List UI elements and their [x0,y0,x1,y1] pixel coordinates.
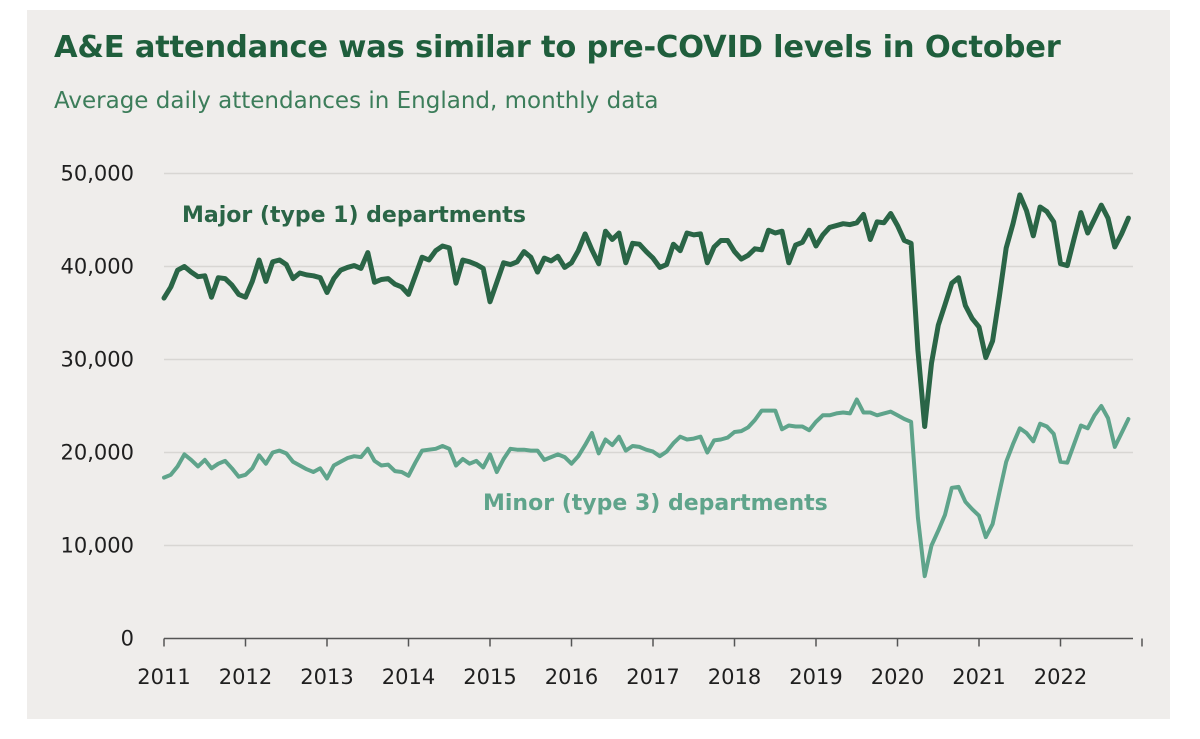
gridlines [164,172,1133,547]
chart-title: A&E attendance was similar to pre-COVID … [54,30,1061,65]
y-tick-label: 50,000 [61,162,134,186]
x-axis: 2011 2012 2013 2014 2015 2016 2017 2018 2019 2020… [137,637,1143,689]
x-tick-label: 2011 [137,665,190,689]
x-tick-label: 2021 [952,665,1005,689]
y-tick-label: 10,000 [61,534,134,558]
x-tick-label: 2022 [1034,665,1087,689]
chart-subtitle: Average daily attendances in England, mo… [54,88,659,114]
x-tick-label: 2015 [463,665,516,689]
y-tick-label: 40,000 [61,255,134,279]
x-tick-label: 2017 [626,665,679,689]
chart-card [27,10,1170,719]
x-tick-label: 2020 [871,665,924,689]
x-tick-label: 2018 [708,665,761,689]
x-tick-label: 2019 [789,665,842,689]
x-tick-label: 2013 [300,665,353,689]
y-axis: 0 10,000 20,000 30,000 40,000 50,000 [61,162,134,651]
series-line-major [161,192,1131,429]
x-tick-label: 2014 [382,665,435,689]
series-lines [161,192,1131,579]
y-tick-label: 0 [121,627,134,651]
y-tick-label: 30,000 [61,348,134,372]
y-tick-label: 20,000 [61,441,134,465]
series-label-minor: Minor (type 3) departments [483,491,828,516]
series-label-major: Major (type 1) departments [182,203,526,228]
x-tick-label: 2016 [545,665,598,689]
series-line-minor [162,397,1131,579]
x-tick-label: 2012 [219,665,272,689]
